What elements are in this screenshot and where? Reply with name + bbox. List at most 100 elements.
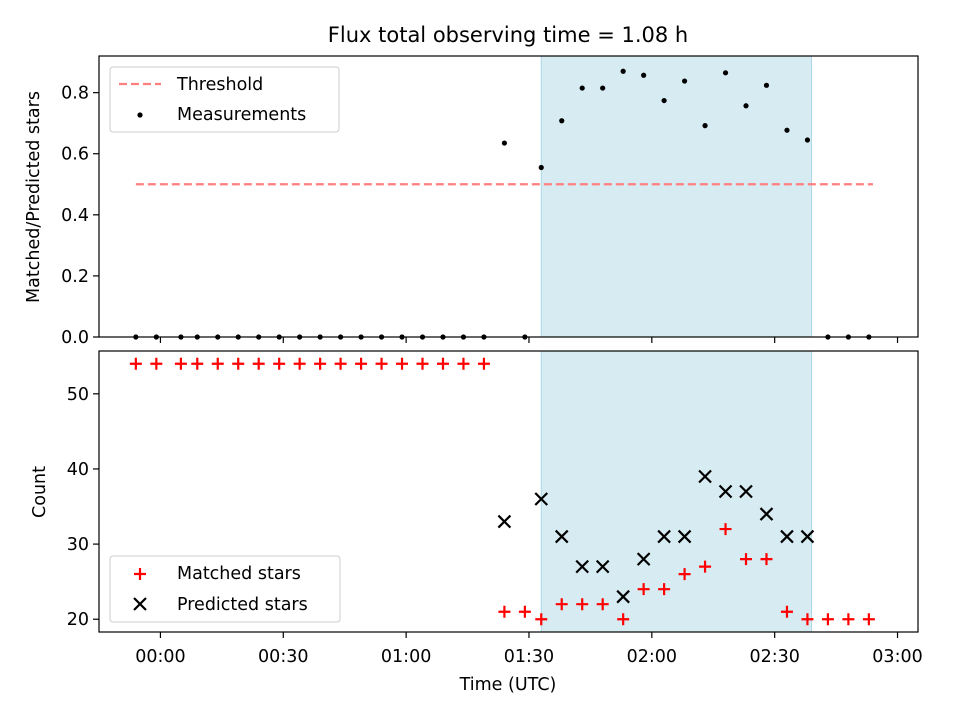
predicted-star-marker [616, 589, 630, 604]
matched-star-marker [555, 598, 568, 611]
y-tick-label: 0.4 [61, 206, 89, 226]
x-tick-label: 01:00 [381, 647, 431, 667]
y-tick-label: 40 [67, 460, 89, 480]
matched-star-marker [535, 613, 548, 626]
top-x-ticks [159, 337, 899, 343]
measurement-point [681, 78, 688, 84]
matched-star-marker [801, 613, 814, 626]
matched-star-marker [191, 357, 204, 370]
matched-star-marker [375, 357, 388, 370]
predicted-star-marker [534, 492, 549, 506]
legend-measurements-label: Measurements [177, 105, 306, 125]
matched-star-marker [293, 357, 306, 370]
predicted-star-marker [595, 559, 610, 574]
matched-star-marker [211, 357, 224, 370]
legend-predicted-label: Predicted stars [177, 595, 308, 615]
y-tick-label: 20 [67, 610, 89, 630]
x-tick-label: 02:30 [749, 647, 799, 667]
bottom-x-axis: 00:00 00:30 01:00 01:30 02:00 02:30 03:00 [135, 632, 923, 667]
predicted-star-marker [800, 529, 815, 544]
matched-star-marker [821, 613, 834, 626]
matched-star-marker [129, 357, 142, 370]
top-y-axis: 0.0 0.2 0.4 0.6 0.8 [61, 84, 99, 348]
matched-star-marker [596, 598, 609, 611]
predicted-star-marker [739, 484, 753, 499]
y-tick-label: 0.8 [61, 84, 89, 104]
predicted-star-marker [780, 529, 794, 544]
measurement-point [763, 82, 770, 88]
matched-star-marker [232, 357, 245, 370]
matched-star-marker [252, 357, 265, 370]
measurement-point [501, 140, 508, 146]
y-tick-label: 0.2 [61, 267, 89, 287]
matched-star-marker [780, 605, 793, 618]
x-tick-label: 01:30 [504, 647, 554, 667]
matched-star-marker [314, 357, 327, 370]
matched-star-marker [396, 357, 409, 370]
bottom-shaded-region [540, 350, 813, 633]
x-tick-label: 03:00 [872, 647, 922, 667]
measurement-point [661, 97, 667, 104]
legend-measurements-swatch [137, 112, 143, 118]
matched-star-marker [150, 357, 163, 370]
matched-star-marker [658, 583, 671, 596]
matched-star-marker [576, 598, 589, 611]
y-tick-label: 0.0 [61, 328, 89, 348]
predicted-star-marker [497, 514, 512, 529]
matched-star-marker [637, 583, 650, 596]
measurement-point [620, 68, 626, 74]
x-tick-label: 02:00 [627, 647, 677, 667]
matched-star-marker [719, 523, 732, 536]
measurement-point [784, 127, 790, 133]
matched-star-marker [518, 605, 531, 618]
matched-star-marker [760, 553, 773, 566]
matched-star-marker [174, 357, 187, 370]
measurement-point [722, 70, 729, 76]
y-tick-label: 30 [67, 535, 89, 555]
predicted-star-marker [575, 559, 589, 574]
matched-star-marker [678, 568, 691, 581]
bottom-legend: Matched stars Predicted stars [109, 555, 341, 623]
legend-matched-label: Matched stars [177, 564, 301, 584]
measurement-point [641, 72, 647, 78]
measurement-point [804, 137, 811, 143]
matched-star-marker [699, 560, 712, 573]
predicted-star-marker [759, 507, 774, 521]
matched-star-marker [436, 357, 449, 370]
predicted-star-marker [718, 484, 733, 499]
matched-star-marker [842, 613, 855, 626]
matched-star-marker [740, 553, 753, 566]
top-shaded-region [540, 55, 813, 338]
matched-star-marker [355, 357, 368, 370]
top-panel: 0.00.20.40.60.8 Matched/Predicted stars … [24, 55, 919, 348]
y-tick-label: 0.6 [61, 145, 89, 165]
chart-title: Flux total observing time = 1.08 h [328, 23, 688, 47]
bottom-series-layer [129, 357, 875, 626]
x-tick-label: 00:30 [258, 647, 308, 667]
matched-star-marker [498, 605, 511, 618]
bottom-plot-frame [98, 350, 919, 633]
matched-star-marker [457, 357, 470, 370]
legend-matched-swatch [134, 568, 146, 580]
matched-star-marker [273, 357, 286, 370]
bottom-y-axis-label: Count [30, 466, 50, 518]
legend-threshold-label: Threshold [176, 75, 263, 95]
top-y-axis-label: Matched/Predicted stars [24, 91, 44, 303]
x-axis-label: Time (UTC) [459, 675, 557, 695]
measurement-point [600, 85, 606, 91]
bottom-legend-box [109, 555, 341, 623]
x-tick-label: 00:00 [135, 647, 185, 667]
matched-star-marker [617, 613, 630, 626]
predicted-star-marker [657, 529, 671, 544]
matched-star-marker [416, 357, 429, 370]
matched-star-marker [862, 613, 875, 626]
predicted-star-marker [677, 529, 692, 544]
predicted-star-marker [554, 529, 569, 544]
predicted-star-marker [698, 469, 712, 484]
y-tick-label: 50 [67, 385, 89, 405]
top-legend-box [109, 66, 340, 133]
matched-star-marker [334, 357, 347, 370]
measurement-point [702, 123, 708, 129]
